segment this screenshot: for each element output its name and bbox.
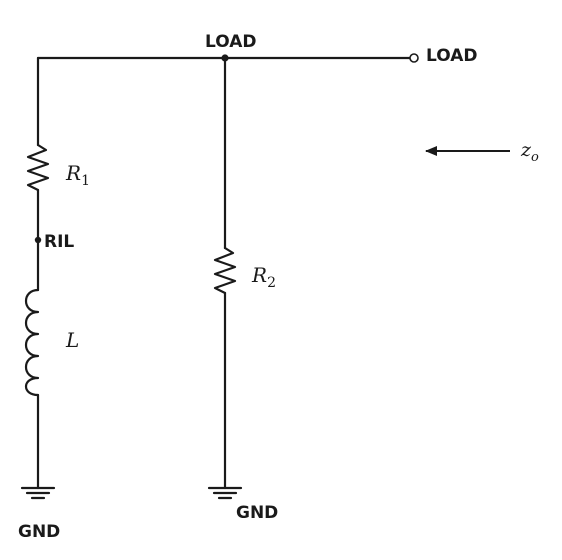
r2-label: R2 bbox=[251, 263, 276, 291]
ril-node-dot bbox=[34, 236, 42, 244]
load-terminal[interactable] bbox=[409, 53, 419, 63]
ground-right-symbol bbox=[207, 486, 243, 500]
ground-left-symbol bbox=[20, 486, 56, 500]
ril-node-label: RIL bbox=[44, 232, 74, 252]
gnd-left-label: GND bbox=[18, 522, 60, 542]
load-terminal-label: LOAD bbox=[426, 46, 478, 66]
inductor-label: L bbox=[65, 328, 79, 352]
r1-resistor bbox=[26, 143, 50, 192]
r1-label: R1 bbox=[65, 161, 90, 189]
impedance-label: zo bbox=[520, 139, 539, 165]
gnd-right-label: GND bbox=[236, 503, 278, 523]
load-junction-dot bbox=[221, 54, 229, 62]
inductor-coil bbox=[24, 288, 40, 397]
load-node-label: LOAD bbox=[205, 32, 257, 52]
r2-resistor bbox=[213, 246, 237, 295]
